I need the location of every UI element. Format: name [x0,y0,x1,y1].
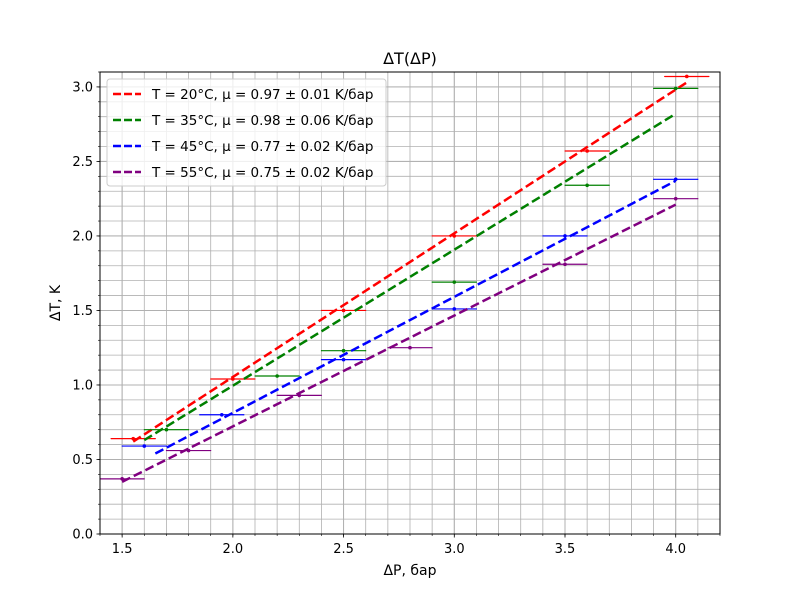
data-point [585,183,589,188]
data-point [142,444,147,448]
x-axis-label: ΔP, бар [383,563,436,579]
x-tick-label: 2.5 [333,542,354,557]
legend-label: T = 20°C, μ = 0.97 ± 0.01 K/бар [151,87,373,103]
legend-label: T = 35°C, μ = 0.98 ± 0.06 K/бар [151,113,373,129]
fit-line [154,179,677,455]
y-tick-label: 0.5 [72,453,93,468]
x-axis: 1.5 2.0 2.5 3.0 3.5 4.0 [99,534,721,557]
data-point [673,86,678,91]
y-axis-label: ΔT, K [48,284,64,321]
legend-frame [106,78,387,187]
data-point [164,427,169,432]
data-point [452,307,457,311]
data-point [563,262,567,267]
data-point [341,357,346,362]
series-layer [99,74,710,483]
y-tick-label: 3.0 [72,80,93,95]
legend-label: T = 45°C, μ = 0.77 ± 0.02 K/бар [151,139,373,155]
data-point [452,280,457,284]
legend: T = 20°C, μ = 0.97 ± 0.01 K/бар T = 35°C,… [106,78,387,187]
fit-line [121,203,677,483]
x-tick-label: 3.0 [444,542,465,557]
data-point [131,436,136,441]
legend-label: T = 55°C, μ = 0.75 ± 0.02 K/бар [151,165,373,181]
fit-line [132,81,688,443]
x-tick-label: 2.0 [223,542,244,557]
y-tick-label: 1.0 [72,378,93,393]
data-point [341,348,346,353]
x-tick-label: 3.5 [555,542,576,557]
y-tick-label: 2.5 [72,155,93,170]
data-point [585,149,589,153]
data-point [684,74,689,79]
chart-title: ΔT(ΔP) [383,49,437,68]
data-point [120,477,124,481]
data-point [219,412,224,417]
x-tick-label: 1.5 [112,542,133,557]
data-point [673,196,678,201]
series-2 [143,86,699,442]
y-tick-label: 2.0 [72,229,93,244]
data-point [408,345,412,350]
data-point [275,374,279,378]
data-point [341,308,346,313]
data-point [563,234,567,238]
series-3 [121,177,699,455]
series-4 [99,196,699,483]
y-axis: 0.0 0.5 1.0 1.5 2.0 2.5 3.0 [72,71,100,543]
y-tick-label: 0.0 [72,528,93,543]
y-tick-label: 1.5 [72,304,93,319]
series-1 [110,74,710,443]
x-tick-label: 4.0 [665,542,686,557]
